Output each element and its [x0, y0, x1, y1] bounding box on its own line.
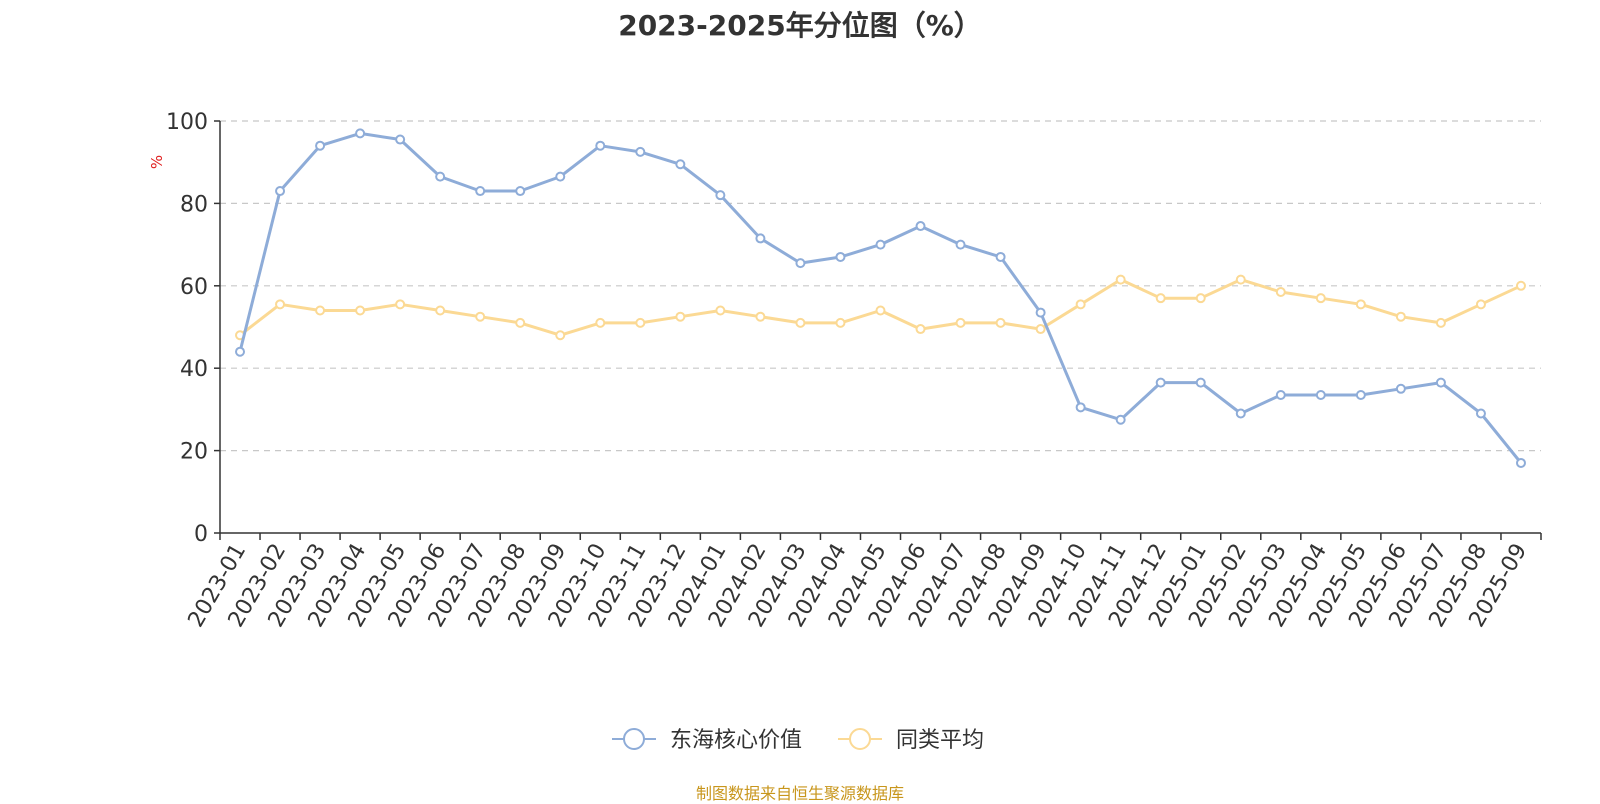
data-point — [1115, 274, 1126, 285]
data-point — [755, 233, 766, 244]
data-point — [1155, 293, 1166, 304]
data-point — [1275, 286, 1286, 297]
data-point — [835, 317, 846, 328]
data-point — [475, 186, 486, 197]
data-point — [275, 186, 286, 197]
data-point — [1195, 293, 1206, 304]
data-point — [675, 159, 686, 170]
data-point — [315, 305, 326, 316]
data-point — [1235, 408, 1246, 419]
data-point — [395, 134, 406, 145]
data-point — [1475, 408, 1486, 419]
y-tick-label: 80 — [180, 192, 208, 217]
data-point — [595, 317, 606, 328]
data-point — [1475, 299, 1486, 310]
data-point — [1515, 457, 1526, 468]
data-point — [1435, 317, 1446, 328]
data-point — [795, 258, 806, 269]
data-point — [635, 317, 646, 328]
data-point — [515, 186, 526, 197]
legend: 东海核心价值 同类平均 — [612, 728, 984, 753]
data-point — [1035, 307, 1046, 318]
data-point — [1275, 389, 1286, 400]
grid-lines — [220, 120, 1541, 452]
data-point — [955, 317, 966, 328]
data-point — [315, 140, 326, 151]
data-point — [1395, 311, 1406, 322]
data-point — [1355, 389, 1366, 400]
legend-marker-0 — [623, 728, 645, 750]
data-point — [875, 305, 886, 316]
data-point — [715, 305, 726, 316]
y-tick-label: 40 — [180, 357, 208, 382]
data-point — [795, 317, 806, 328]
data-point — [1395, 383, 1406, 394]
legend-label-0: 东海核心价值 — [670, 728, 802, 753]
data-point — [1195, 377, 1206, 388]
data-point — [1315, 293, 1326, 304]
data-point — [1515, 280, 1526, 291]
data-point — [355, 128, 366, 139]
y-tick-label: 0 — [194, 522, 208, 547]
data-point — [1075, 402, 1086, 413]
series-layer — [235, 128, 1526, 468]
data-point — [435, 305, 446, 316]
data-point — [875, 239, 886, 250]
data-point — [755, 311, 766, 322]
data-point — [555, 330, 566, 341]
data-point — [1155, 377, 1166, 388]
data-point — [995, 251, 1006, 262]
chart-title: 2023-2025年分位图（%） — [618, 9, 982, 42]
data-point — [475, 311, 486, 322]
data-point — [955, 239, 966, 250]
data-point — [235, 346, 246, 357]
legend-marker-1 — [849, 728, 871, 750]
data-point — [1035, 324, 1046, 335]
y-tick-label: 60 — [180, 275, 208, 300]
data-point — [1075, 299, 1086, 310]
data-point — [435, 171, 446, 182]
source-note: 制图数据来自恒生聚源数据库 — [695, 784, 904, 803]
y-tick-label: 20 — [180, 440, 208, 465]
data-point — [1235, 274, 1246, 285]
data-point — [675, 311, 686, 322]
data-point — [835, 251, 846, 262]
data-point — [915, 221, 926, 232]
data-point — [275, 299, 286, 310]
data-point — [555, 171, 566, 182]
data-point — [715, 190, 726, 201]
y-tick-label: 100 — [166, 110, 208, 135]
data-point — [1355, 299, 1366, 310]
data-point — [355, 305, 366, 316]
data-point — [1115, 414, 1126, 425]
axes: 020406080100%2023-012023-022023-032023-0… — [148, 110, 1542, 632]
data-point — [515, 317, 526, 328]
data-point — [1315, 389, 1326, 400]
data-point — [395, 299, 406, 310]
data-point — [995, 317, 1006, 328]
data-point — [635, 146, 646, 157]
data-point — [1435, 377, 1446, 388]
y-axis-label: % — [148, 155, 166, 169]
data-point — [915, 324, 926, 335]
legend-label-1: 同类平均 — [896, 728, 984, 753]
data-point — [595, 140, 606, 151]
